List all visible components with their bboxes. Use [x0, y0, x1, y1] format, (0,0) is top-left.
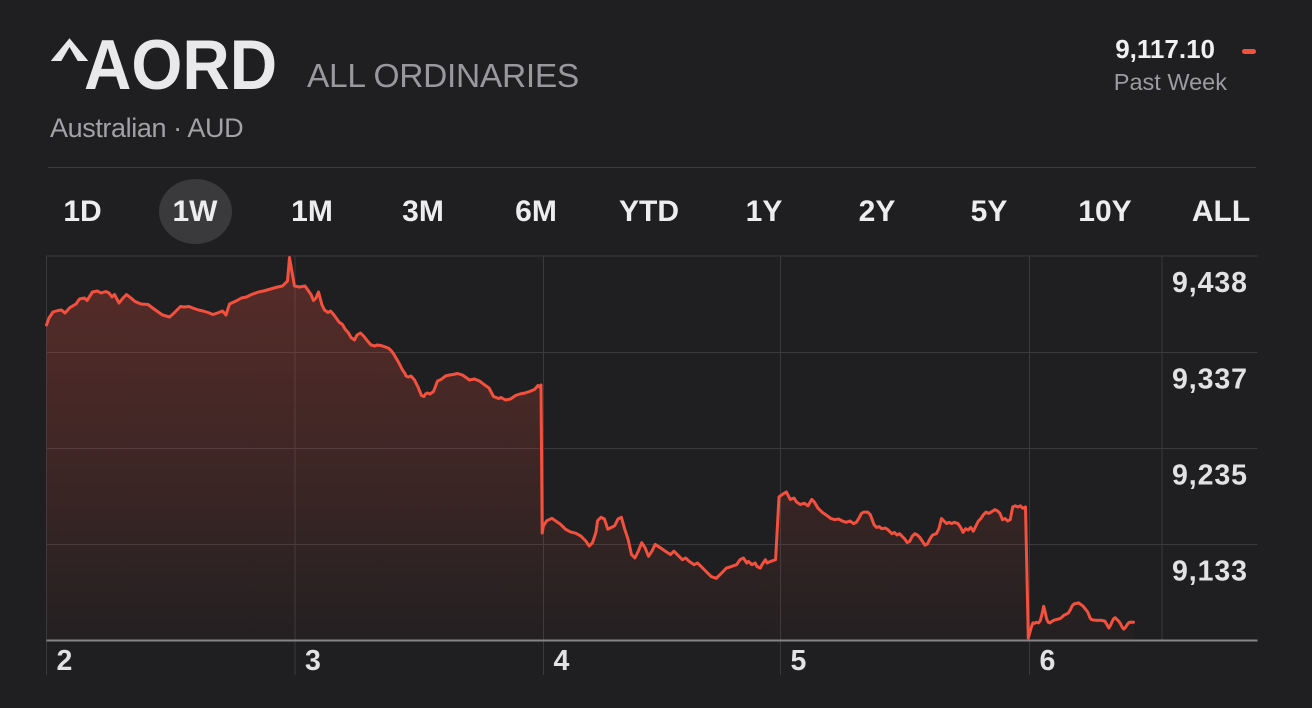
svg-text:6: 6 [1040, 645, 1057, 677]
svg-text:9,133: 9,133 [1172, 556, 1248, 588]
svg-text:9,235: 9,235 [1172, 460, 1248, 492]
svg-text:3: 3 [305, 645, 322, 677]
svg-text:5: 5 [791, 645, 808, 677]
svg-text:9,337: 9,337 [1172, 364, 1248, 396]
svg-text:2: 2 [57, 645, 74, 677]
svg-text:4: 4 [554, 645, 571, 677]
svg-text:9,438: 9,438 [1172, 267, 1248, 299]
